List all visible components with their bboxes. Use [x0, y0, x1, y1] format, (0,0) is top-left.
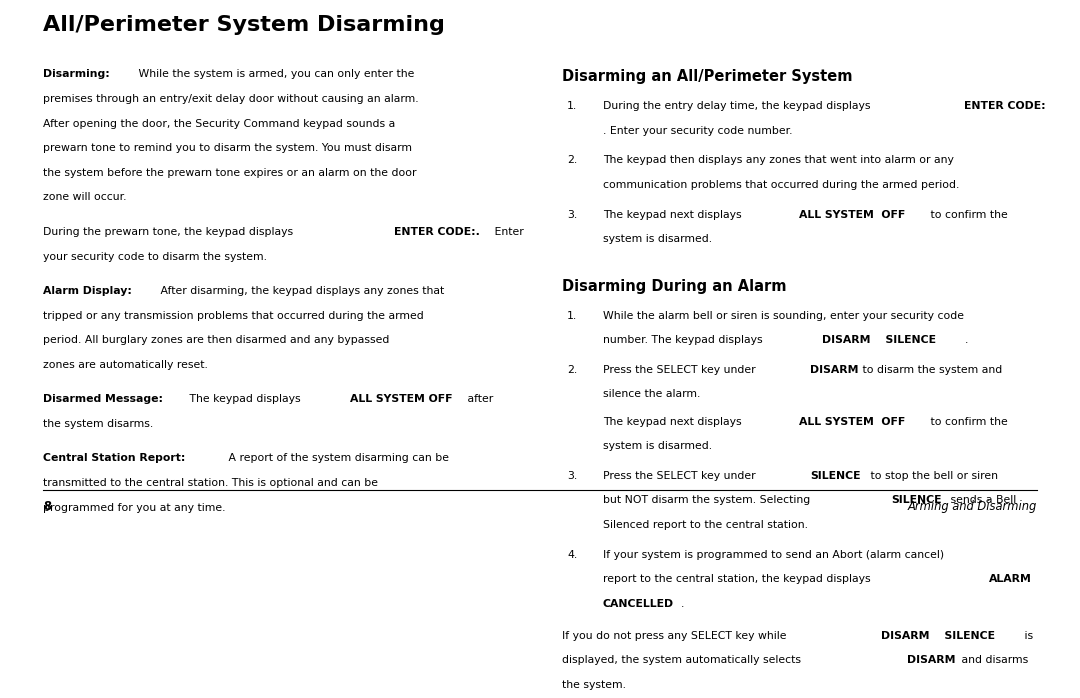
Text: Silenced report to the central station.: Silenced report to the central station.: [603, 520, 808, 530]
Text: .: .: [964, 335, 968, 346]
Text: period. All burglary zones are then disarmed and any bypassed: period. All burglary zones are then disa…: [43, 335, 390, 346]
Text: sends a Bell: sends a Bell: [947, 496, 1016, 505]
Text: zone will occur.: zone will occur.: [43, 193, 126, 202]
Text: . Enter your security code number.: . Enter your security code number.: [603, 126, 792, 136]
Text: your security code to disarm the system.: your security code to disarm the system.: [43, 251, 267, 262]
Text: During the prewarn tone, the keypad displays: During the prewarn tone, the keypad disp…: [43, 227, 297, 237]
Text: DISARM    SILENCE: DISARM SILENCE: [881, 631, 996, 641]
Text: Disarmed Message:: Disarmed Message:: [43, 394, 163, 404]
Text: is: is: [1021, 631, 1032, 641]
Text: number. The keypad displays: number. The keypad displays: [603, 335, 766, 346]
Text: but NOT disarm the system. Selecting: but NOT disarm the system. Selecting: [603, 496, 813, 505]
Text: All/Perimeter System Disarming: All/Perimeter System Disarming: [43, 15, 445, 36]
Text: A report of the system disarming can be: A report of the system disarming can be: [225, 454, 448, 463]
Text: Central Station Report:: Central Station Report:: [43, 454, 186, 463]
Text: programmed for you at any time.: programmed for you at any time.: [43, 503, 226, 513]
Text: tripped or any transmission problems that occurred during the armed: tripped or any transmission problems tha…: [43, 311, 424, 320]
Text: Enter: Enter: [491, 227, 524, 237]
Text: 1.: 1.: [567, 101, 577, 111]
Text: If you do not press any SELECT key while: If you do not press any SELECT key while: [562, 631, 789, 641]
Text: system is disarmed.: system is disarmed.: [603, 441, 712, 451]
Text: silence the alarm.: silence the alarm.: [603, 389, 700, 399]
Text: The keypad next displays: The keypad next displays: [603, 417, 745, 426]
Text: Alarm Display:: Alarm Display:: [43, 286, 132, 296]
Text: to confirm the: to confirm the: [927, 209, 1008, 220]
Text: During the entry delay time, the keypad displays: During the entry delay time, the keypad …: [603, 101, 874, 111]
Text: Press the SELECT key under: Press the SELECT key under: [603, 365, 759, 375]
Text: 3.: 3.: [567, 470, 577, 481]
Text: The keypad displays: The keypad displays: [186, 394, 303, 404]
Text: zones are automatically reset.: zones are automatically reset.: [43, 360, 208, 370]
Text: 1.: 1.: [567, 311, 577, 320]
Text: The keypad then displays any zones that went into alarm or any: The keypad then displays any zones that …: [603, 156, 954, 165]
Text: report to the central station, the keypad displays: report to the central station, the keypa…: [603, 574, 874, 584]
Text: DISARM: DISARM: [907, 655, 956, 665]
Text: If your system is programmed to send an Abort (alarm cancel): If your system is programmed to send an …: [603, 549, 944, 560]
Text: 3.: 3.: [567, 209, 577, 220]
Text: prewarn tone to remind you to disarm the system. You must disarm: prewarn tone to remind you to disarm the…: [43, 143, 413, 153]
Text: ENTER CODE:.: ENTER CODE:.: [394, 227, 481, 237]
Text: displayed, the system automatically selects: displayed, the system automatically sele…: [562, 655, 805, 665]
Text: to stop the bell or siren: to stop the bell or siren: [867, 470, 998, 481]
Text: the system before the prewarn tone expires or an alarm on the door: the system before the prewarn tone expir…: [43, 168, 417, 178]
Text: While the alarm bell or siren is sounding, enter your security code: While the alarm bell or siren is soundin…: [603, 311, 963, 320]
Text: the system.: the system.: [562, 680, 625, 690]
Text: The keypad next displays: The keypad next displays: [603, 209, 745, 220]
Text: 8: 8: [43, 500, 52, 513]
Text: DISARM: DISARM: [810, 365, 859, 375]
Text: .: .: [680, 599, 684, 609]
Text: the system disarms.: the system disarms.: [43, 419, 153, 429]
Text: after: after: [464, 394, 494, 404]
Text: SILENCE: SILENCE: [891, 496, 942, 505]
Text: CANCELLED: CANCELLED: [603, 599, 674, 609]
Text: system is disarmed.: system is disarmed.: [603, 235, 712, 244]
Text: 2.: 2.: [567, 156, 577, 165]
Text: ALL SYSTEM  OFF: ALL SYSTEM OFF: [799, 417, 905, 426]
Text: and disarms: and disarms: [958, 655, 1028, 665]
Text: ENTER CODE:: ENTER CODE:: [964, 101, 1047, 111]
Text: Press the SELECT key under: Press the SELECT key under: [603, 470, 759, 481]
Text: to confirm the: to confirm the: [927, 417, 1008, 426]
Text: DISARM    SILENCE: DISARM SILENCE: [822, 335, 936, 346]
Text: Disarming an All/Perimeter System: Disarming an All/Perimeter System: [562, 69, 852, 84]
Text: 4.: 4.: [567, 549, 577, 560]
Text: ALL SYSTEM OFF: ALL SYSTEM OFF: [350, 394, 453, 404]
Text: After disarming, the keypad displays any zones that: After disarming, the keypad displays any…: [157, 286, 444, 296]
Text: ALARM: ALARM: [989, 574, 1032, 584]
Text: Disarming During an Alarm: Disarming During an Alarm: [562, 279, 786, 294]
Text: to disarm the system and: to disarm the system and: [859, 365, 1002, 375]
Text: ALL SYSTEM  OFF: ALL SYSTEM OFF: [799, 209, 905, 220]
Text: While the system is armed, you can only enter the: While the system is armed, you can only …: [135, 69, 415, 80]
Text: premises through an entry/exit delay door without causing an alarm.: premises through an entry/exit delay doo…: [43, 94, 419, 104]
Text: Arming and Disarming: Arming and Disarming: [907, 500, 1037, 513]
Text: SILENCE: SILENCE: [810, 470, 861, 481]
Text: 2.: 2.: [567, 365, 577, 375]
Text: transmitted to the central station. This is optional and can be: transmitted to the central station. This…: [43, 478, 378, 488]
Text: Disarming:: Disarming:: [43, 69, 110, 80]
Text: After opening the door, the Security Command keypad sounds a: After opening the door, the Security Com…: [43, 119, 395, 128]
Text: communication problems that occurred during the armed period.: communication problems that occurred dur…: [603, 180, 959, 190]
